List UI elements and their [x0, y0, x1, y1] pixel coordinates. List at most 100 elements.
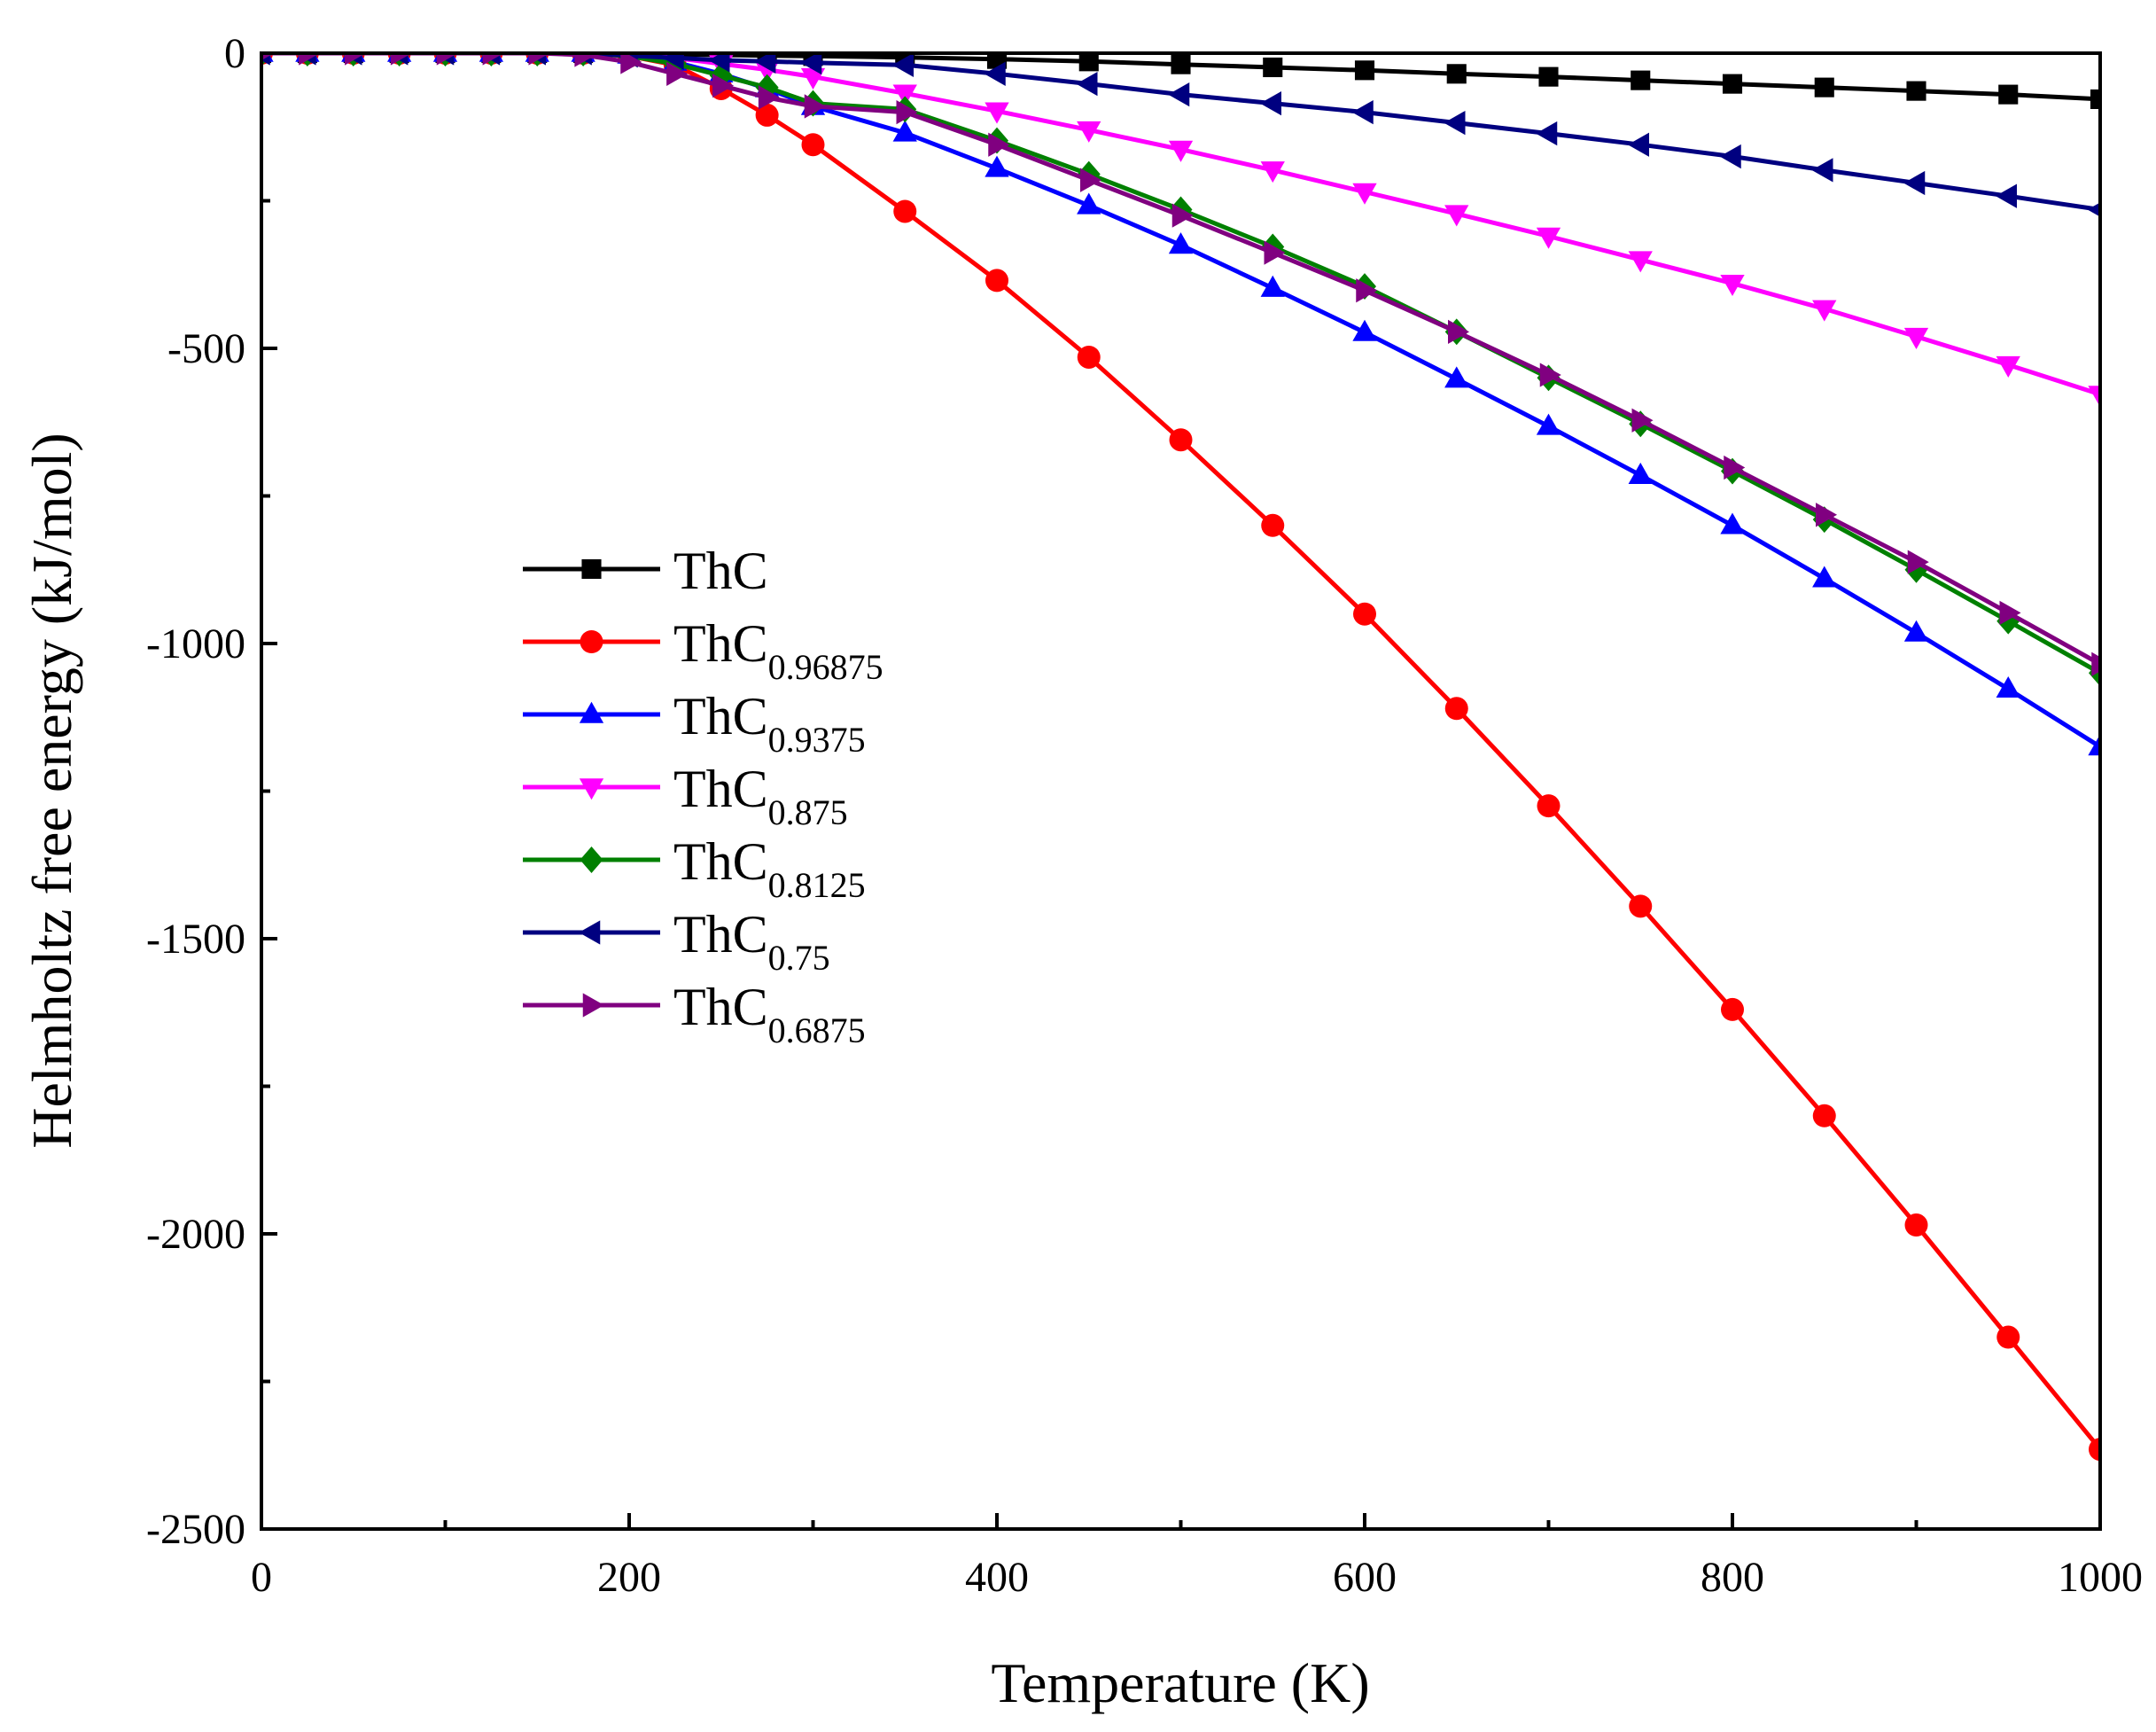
- data-point-ThC0.875-800: [1720, 274, 1745, 297]
- data-point-ThC0.875-1000: [2088, 386, 2100, 408]
- data-point-ThC0.875-950: [1996, 355, 2020, 378]
- data-point-ThC0.875-300: [800, 67, 826, 90]
- data-point-ThC-550: [1263, 57, 1283, 78]
- data-point-ThC0.6875-225: [666, 61, 689, 86]
- legend-marker-ThC0.8125: [580, 846, 603, 873]
- legend: ThCThC0.96875ThC0.9375ThC0.875ThC0.8125T…: [523, 542, 883, 1050]
- data-point-ThC0.875-850: [1812, 300, 1837, 322]
- data-point-ThC0.75-400: [984, 61, 1006, 86]
- data-point-ThC0.96875-750: [1629, 894, 1653, 918]
- data-point-ThC0.9375-400: [985, 155, 1009, 177]
- data-point-ThC-950: [1998, 84, 2019, 105]
- data-point-ThC0.875-700: [1536, 227, 1561, 249]
- legend-label-subscript: 0.875: [768, 792, 848, 832]
- data-point-ThC0.75-550: [1259, 90, 1281, 116]
- data-point-ThC0.875-350: [892, 84, 917, 106]
- legend-label-base: ThC: [673, 614, 768, 673]
- data-point-ThC0.96875-300: [801, 133, 825, 157]
- y-tick-label: -2000: [146, 1211, 245, 1258]
- data-point-ThC-700: [1538, 66, 1559, 87]
- x-axis-label: Temperature (K): [991, 1651, 1369, 1714]
- data-point-ThC0.75-850: [1811, 158, 1833, 183]
- data-point-ThC0.9375-1000: [2088, 734, 2100, 756]
- data-point-ThC0.9375-900: [1903, 620, 1929, 642]
- data-point-ThC0.96875-400: [985, 269, 1008, 293]
- data-point-ThC0.96875-275: [755, 103, 779, 127]
- data-point-ThC0.96875-550: [1261, 513, 1285, 537]
- legend-item-ThC0.875: ThC0.875: [523, 760, 848, 832]
- data-point-ThC0.96875-650: [1444, 697, 1468, 721]
- data-point-ThC0.75-800: [1719, 144, 1741, 169]
- data-point-ThC0.6875-550: [1264, 240, 1286, 265]
- data-point-ThC0.75-275: [754, 53, 776, 74]
- legend-label: ThC: [673, 542, 768, 600]
- data-point-ThC0.875-550: [1260, 161, 1285, 183]
- legend-label-subscript: 0.75: [768, 938, 830, 978]
- y-tick-label: -500: [167, 325, 245, 372]
- legend-item-ThC0.9375: ThC0.9375: [523, 687, 866, 760]
- data-point-ThC0.9375-600: [1352, 319, 1377, 341]
- data-point-ThC0.75-650: [1444, 110, 1466, 136]
- data-point-ThC0.6875-600: [1356, 278, 1378, 303]
- legend-label: ThC0.96875: [673, 614, 883, 687]
- data-point-ThC0.6875-500: [1171, 203, 1194, 228]
- data-point-ThC0.6875-750: [1631, 408, 1654, 433]
- data-point-ThC0.75-950: [1995, 183, 2017, 208]
- data-point-ThC0.96875-1000: [2089, 1438, 2100, 1462]
- data-point-ThC0.875-500: [1168, 140, 1194, 162]
- data-point-ThC0.6875-350: [896, 99, 918, 125]
- series-line-ThC0.75: [261, 53, 2100, 212]
- data-point-ThC0.96875-700: [1537, 794, 1561, 818]
- data-point-ThC-850: [1814, 77, 1834, 98]
- data-point-ThC0.96875-900: [1904, 1213, 1928, 1237]
- data-point-ThC0.6875-125: [482, 53, 504, 66]
- legend-label: ThC0.6875: [673, 978, 866, 1050]
- data-point-ThC0.9375-750: [1628, 462, 1653, 484]
- data-point-ThC0.6875-850: [1816, 503, 1838, 527]
- data-point-ThC0.75-225: [662, 53, 684, 70]
- data-point-ThC0.6875-450: [1080, 168, 1102, 192]
- data-point-ThC0.75-450: [1076, 71, 1098, 97]
- data-point-ThC0.875-650: [1444, 205, 1469, 227]
- legend-label-base: ThC: [673, 832, 768, 891]
- data-point-ThC-650: [1446, 64, 1467, 84]
- data-point-ThC0.6875-650: [1448, 319, 1470, 345]
- legend-marker-ThC0.6875: [582, 993, 604, 1018]
- data-point-ThC0.8125-275: [755, 74, 779, 101]
- legend-marker-ThC0.96875: [580, 630, 603, 653]
- data-point-ThC0.75-300: [800, 53, 822, 75]
- x-tick-label: 600: [1333, 1554, 1397, 1601]
- data-point-ThC0.6875-950: [1999, 600, 2021, 626]
- legend-label-base: ThC: [673, 687, 768, 745]
- data-point-ThC0.6875-0: [261, 53, 275, 61]
- data-point-ThC0.75-250: [708, 53, 730, 73]
- data-point-ThC0.96875-350: [893, 199, 917, 223]
- data-point-ThC0.75-1000: [2087, 202, 2100, 217]
- legend-label: ThC0.875: [673, 760, 848, 832]
- legend-label-base: ThC: [673, 978, 768, 1036]
- data-point-ThC0.75-700: [1536, 121, 1558, 146]
- legend-marker-ThC0.9375: [579, 701, 604, 723]
- legend-marker-ThC0.875: [579, 778, 604, 800]
- data-point-ThC0.9375-550: [1260, 275, 1285, 297]
- data-point-ThC0.75-750: [1627, 132, 1649, 157]
- series-line-ThC0.875: [261, 53, 2100, 397]
- data-point-ThC0.6875-900: [1907, 550, 1929, 574]
- x-tick-label: 400: [965, 1554, 1029, 1601]
- data-point-ThC-900: [1906, 81, 1926, 101]
- data-point-ThC0.6875-100: [436, 53, 458, 66]
- data-point-ThC0.9375-700: [1536, 413, 1561, 435]
- data-point-ThC0.6875-800: [1724, 455, 1746, 480]
- x-tick-label: 0: [251, 1554, 272, 1601]
- data-point-ThC0.9375-650: [1444, 366, 1469, 388]
- series-ThC0.8125: [261, 53, 2100, 687]
- legend-marker-ThC: [581, 558, 602, 580]
- data-point-ThC-750: [1631, 70, 1651, 90]
- legend-label-subscript: 0.9375: [768, 720, 866, 760]
- data-point-ThC0.6875-175: [574, 53, 596, 67]
- legend-label: ThC0.75: [673, 905, 830, 978]
- legend-label-subscript: 0.8125: [768, 865, 866, 905]
- legend-label: ThC0.9375: [673, 687, 866, 760]
- data-point-ThC0.875-900: [1903, 327, 1929, 349]
